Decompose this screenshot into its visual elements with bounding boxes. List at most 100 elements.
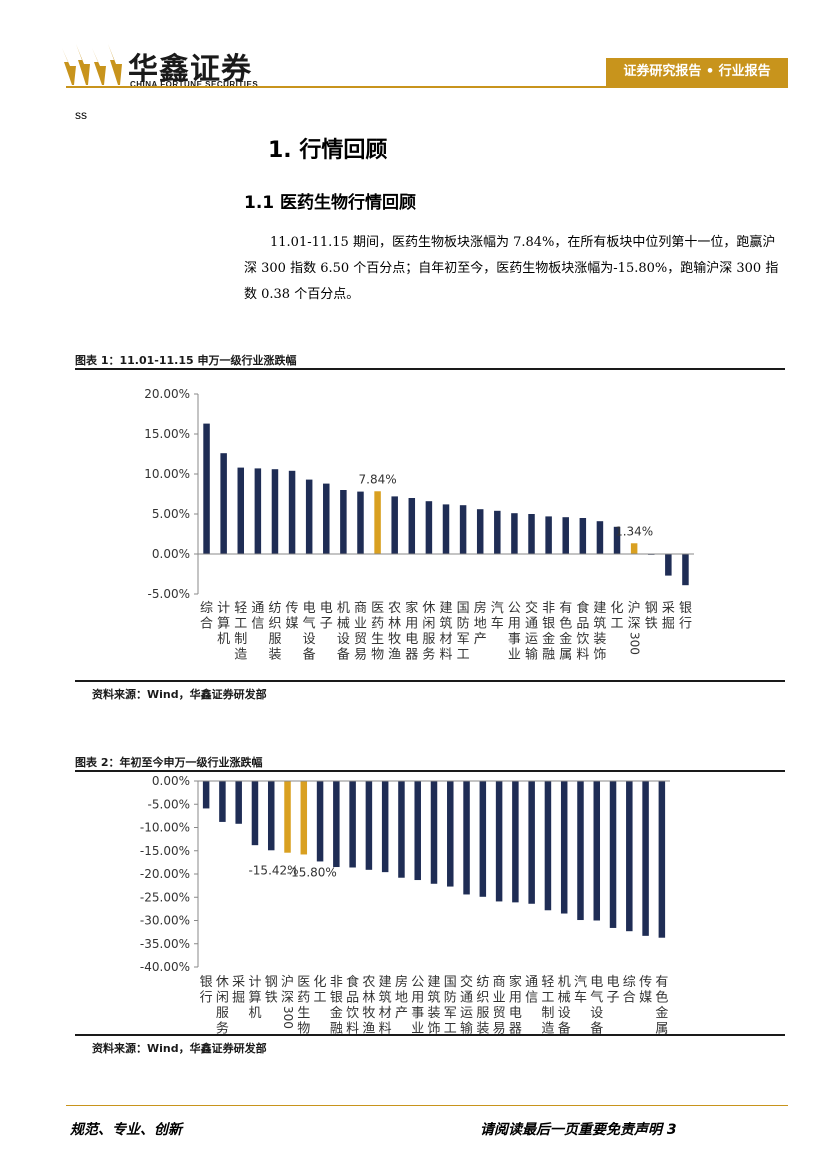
bar	[202, 781, 210, 809]
bar	[528, 514, 535, 554]
bar	[220, 453, 227, 554]
bar	[495, 781, 503, 902]
category-label: 筑	[439, 616, 452, 632]
category-label: 深	[281, 991, 294, 1006]
category-label: 械	[558, 991, 571, 1006]
bar	[284, 781, 291, 853]
category-label: 防	[444, 990, 457, 1006]
category-label: 用	[411, 991, 424, 1006]
category-label: 料	[576, 648, 589, 663]
category-label: 非	[542, 601, 555, 616]
category-label: 传	[639, 975, 652, 990]
category-label: 掘	[662, 617, 675, 632]
category-label: 通	[525, 617, 538, 632]
category-label: 服	[422, 632, 435, 647]
y-tick-label: -15.00%	[140, 844, 190, 858]
category-label: 金	[655, 1005, 668, 1021]
category-label: 物	[371, 648, 384, 663]
category-label: 贸	[354, 632, 367, 647]
category-label: 钢	[265, 975, 278, 990]
category-label: 林	[388, 617, 401, 632]
bar	[479, 781, 487, 897]
category-label: 电	[303, 601, 316, 616]
category-label: 合	[200, 617, 213, 632]
category-label: 贸	[493, 1006, 506, 1021]
category-label: 设	[590, 1006, 603, 1021]
bar	[288, 470, 296, 554]
category-label: 料	[379, 1022, 392, 1035]
bar	[219, 781, 226, 822]
category-label: 产	[474, 632, 487, 647]
category-label: 业	[493, 991, 506, 1006]
chart-2: 0.00% -5.00% -10.00% -15.00% -20.00% -25.00% -…	[140, 774, 670, 1035]
category-label: 地	[395, 991, 408, 1006]
y-tick-label: -5.00%	[148, 587, 190, 601]
bar	[545, 516, 552, 554]
category-label: 有	[559, 601, 572, 616]
bar	[203, 423, 210, 554]
category-label: 气	[590, 990, 603, 1006]
body-paragraph: 11.01-11.15 期间，医药生物板块涨幅为 7.84%，在所有板块中位列第…	[244, 235, 779, 302]
category-label: 融	[330, 1022, 343, 1035]
category-label: 械	[337, 617, 350, 632]
category-label: 食	[346, 974, 359, 990]
category-label: 轻	[234, 601, 247, 616]
category-label: 药	[297, 991, 310, 1006]
category-label: 非	[330, 975, 343, 990]
category-label: 家	[509, 974, 522, 990]
category-label: 电	[607, 975, 620, 990]
category-label: 气	[303, 616, 316, 632]
category-label: 国	[444, 975, 457, 990]
category-label: 装	[427, 1006, 440, 1021]
category-label: 业	[411, 1022, 424, 1035]
category-label: 用	[405, 617, 418, 632]
category-label: 300	[281, 1006, 295, 1029]
data-label: -15.42%	[248, 864, 298, 878]
category-label: 备	[337, 647, 350, 663]
category-label: 银	[542, 617, 555, 632]
category-label: 综	[200, 601, 213, 616]
footer-slogan: 规范、专业、创新	[70, 1122, 182, 1138]
category-label: 属	[655, 1022, 668, 1035]
category-label: 材	[439, 632, 452, 647]
category-label: 易	[354, 648, 367, 663]
category-label: 建	[427, 975, 440, 990]
category-label: 采	[662, 601, 675, 616]
y-tick-label: -10.00%	[140, 821, 190, 835]
category-label: 机	[558, 975, 571, 990]
category-label: 备	[590, 1021, 603, 1035]
bar	[511, 513, 518, 554]
bar	[544, 781, 552, 911]
y-tick-label: -35.00%	[140, 937, 190, 951]
category-label: 制	[541, 1006, 554, 1021]
category-label: 子	[320, 617, 333, 632]
category-label: 掘	[232, 991, 245, 1006]
category-label: 化	[314, 975, 327, 990]
bar	[609, 781, 617, 928]
category-label: 通	[525, 975, 538, 990]
category-label: 银	[679, 601, 692, 616]
bar	[665, 554, 672, 576]
data-label: 1.34%	[615, 524, 653, 538]
category-label: 食	[576, 600, 589, 616]
category-label: 饰	[593, 648, 606, 663]
bar	[340, 490, 347, 554]
bar	[494, 510, 501, 554]
section-title: 1. 行情回顾	[268, 138, 388, 163]
category-label: 商	[354, 601, 367, 616]
category-label: 军	[457, 632, 470, 647]
category-label: 休	[422, 601, 435, 616]
category-label: 通	[460, 991, 473, 1006]
category-label: 制	[234, 632, 247, 647]
category-label: 装	[476, 1022, 489, 1035]
header-divider	[66, 86, 788, 88]
category-label: 工	[541, 991, 554, 1006]
category-label: 渔	[362, 1022, 375, 1035]
bar	[235, 781, 242, 824]
category-label: 渔	[388, 648, 401, 663]
category-label: 易	[493, 1022, 506, 1035]
category-label: 饮	[346, 1006, 359, 1021]
figure-1-top-rule	[75, 368, 785, 370]
bar	[476, 509, 484, 554]
y-tick-label: 0.00%	[152, 547, 190, 561]
